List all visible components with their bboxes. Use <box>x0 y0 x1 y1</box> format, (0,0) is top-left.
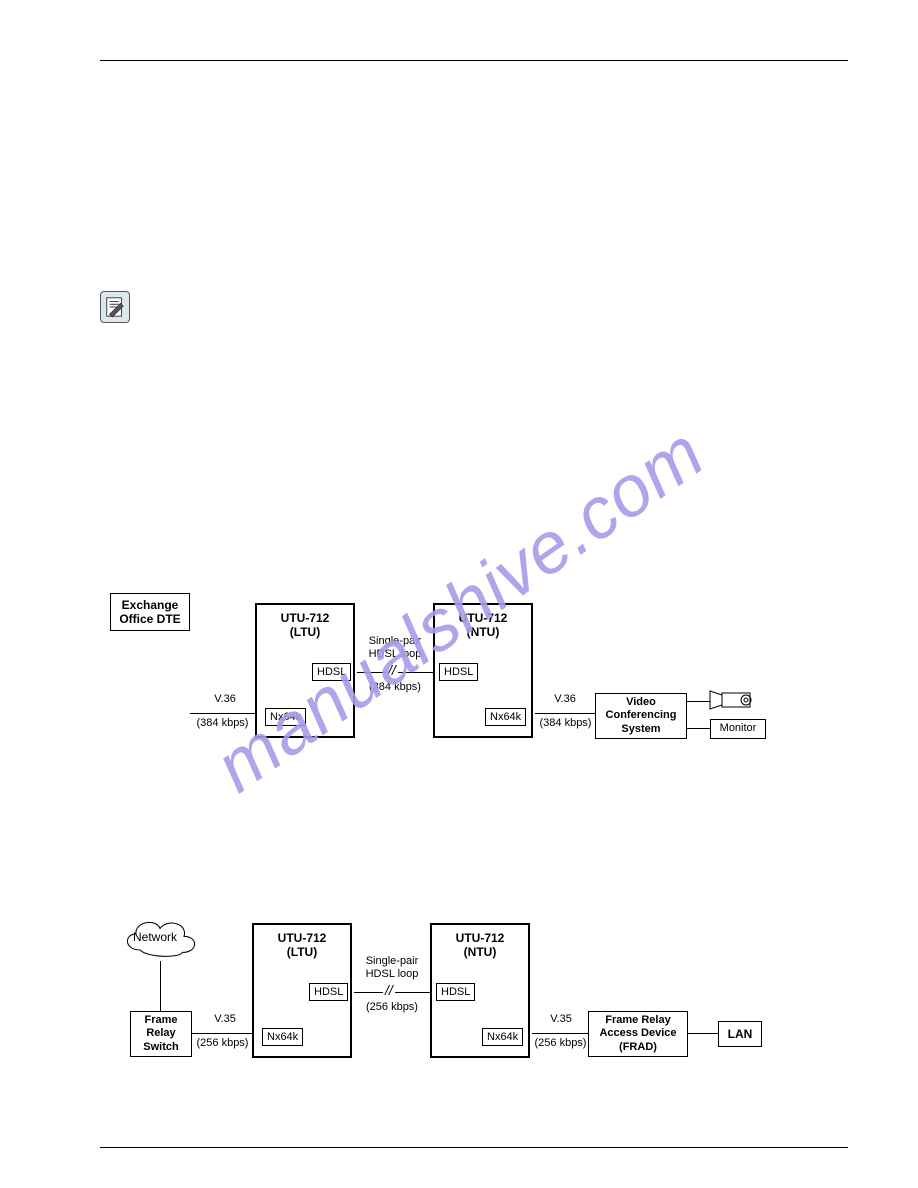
link-right-proto: V.36 <box>545 693 585 706</box>
frs-l3: Switch <box>143 1041 178 1054</box>
link-left-proto: V.36 <box>205 693 245 706</box>
vcs-l2: Conferencing <box>606 709 677 722</box>
link-left-rate2: (256 kbps) <box>190 1037 255 1050</box>
vcs-box: Video Conferencing System <box>595 693 687 739</box>
diagram-video-conferencing: Exchange Office DTE V.36 (384 kbps) UTU-… <box>110 593 848 803</box>
loop-rate: (384 kbps) <box>360 681 430 694</box>
monitor-label: Monitor <box>720 722 757 735</box>
link-line-left <box>190 713 255 714</box>
note-icon <box>100 291 130 323</box>
link-right-rate: (384 kbps) <box>533 717 598 730</box>
vcs-to-monitor-line <box>687 728 710 729</box>
loop-label2-2: HDSL loop <box>357 968 427 981</box>
lan-box: LAN <box>718 1021 762 1047</box>
link-line-left2 <box>192 1033 252 1034</box>
loop-break-icon: // <box>386 665 398 675</box>
ltu-nx64k-port: Nx64k <box>265 708 306 726</box>
exchange-l1: Exchange <box>122 598 179 612</box>
frad-to-lan-line <box>688 1033 718 1034</box>
ltu-title1: UTU-712 <box>281 611 330 625</box>
loop-label1-2: Single-pair <box>357 955 427 968</box>
ltu-title2-2: (LTU) <box>287 945 317 959</box>
link-left-rate: (384 kbps) <box>190 717 255 730</box>
loop-break-icon2: // <box>383 985 395 995</box>
link-line-right2 <box>532 1033 588 1034</box>
ltu-hdsl-port2: HDSL <box>309 983 348 1001</box>
camera-icon <box>708 687 756 718</box>
ltu-title2: (LTU) <box>290 625 320 639</box>
diagram-frame-relay: Network Frame Relay Switch V.35 (256 kbp… <box>110 913 848 1143</box>
ntu-nx64k-port2: Nx64k <box>482 1028 523 1046</box>
link-right-proto2: V.35 <box>541 1013 581 1026</box>
exchange-l2: Office DTE <box>119 612 180 626</box>
note-callout <box>100 291 848 323</box>
link-left-proto2: V.35 <box>205 1013 245 1026</box>
lan-label: LAN <box>728 1027 753 1041</box>
ltu-hdsl-port: HDSL <box>312 663 351 681</box>
cloud-to-frs-line <box>160 961 161 1011</box>
ntu-hdsl-port: HDSL <box>439 663 478 681</box>
link-right-rate2: (256 kbps) <box>528 1037 593 1050</box>
frad-l3: (FRAD) <box>619 1041 657 1054</box>
frad-l2: Access Device <box>599 1027 676 1040</box>
monitor-box: Monitor <box>710 719 766 739</box>
loop-rate2: (256 kbps) <box>357 1001 427 1014</box>
ntu-title1: UTU-712 <box>459 611 508 625</box>
frs-l1: Frame <box>144 1014 177 1027</box>
ltu-nx64k-port2: Nx64k <box>262 1028 303 1046</box>
loop-label1: Single-pair <box>360 635 430 648</box>
ltu-title1-2: UTU-712 <box>278 931 327 945</box>
ntu-nx64k-port: Nx64k <box>485 708 526 726</box>
frs-l2: Relay <box>146 1027 175 1040</box>
ntu-title2: (NTU) <box>467 625 500 639</box>
vcs-to-camera-line <box>687 701 710 702</box>
frad-box: Frame Relay Access Device (FRAD) <box>588 1011 688 1057</box>
ntu-title2-2: (NTU) <box>464 945 497 959</box>
frs-box: Frame Relay Switch <box>130 1011 192 1057</box>
exchange-office-dte-box: Exchange Office DTE <box>110 593 190 631</box>
vcs-l3: System <box>621 723 660 736</box>
ntu-title1-2: UTU-712 <box>456 931 505 945</box>
frad-l1: Frame Relay <box>605 1014 670 1027</box>
vcs-l1: Video <box>626 696 656 709</box>
ntu-hdsl-port2: HDSL <box>436 983 475 1001</box>
loop-label2: HDSL loop <box>360 648 430 661</box>
bottom-rule <box>100 1147 848 1148</box>
link-line-right <box>535 713 595 714</box>
top-rule <box>100 60 848 61</box>
cloud-label: Network <box>133 930 177 944</box>
